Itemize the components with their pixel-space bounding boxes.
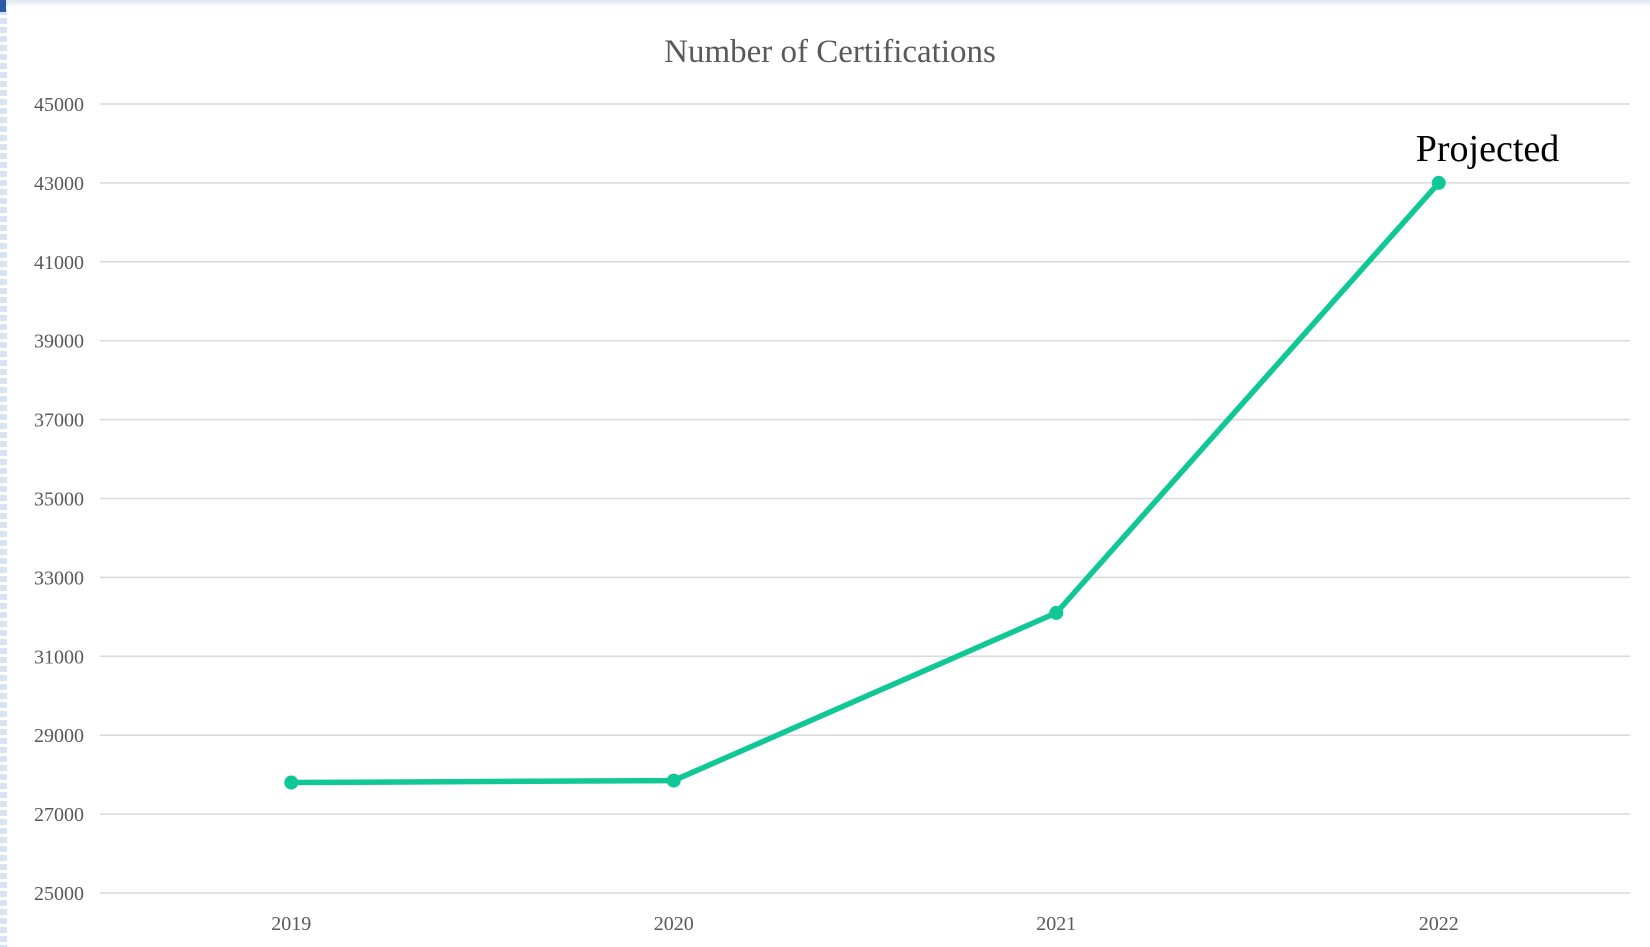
data-point — [1049, 605, 1064, 620]
frame-top-edge — [0, 0, 1650, 7]
x-tick-label: 2020 — [654, 913, 694, 935]
y-tick-label: 41000 — [34, 252, 84, 274]
annotations: Projected — [1416, 128, 1560, 170]
frame-corner-accent — [0, 0, 6, 12]
x-tick-label: 2019 — [271, 913, 311, 935]
chart-title: Number of Certifications — [664, 34, 996, 70]
y-tick-label: 37000 — [34, 410, 84, 432]
y-tick-label: 31000 — [34, 646, 84, 668]
x-axis-ticks: 2019 2020 2021 2022 — [271, 913, 1459, 935]
data-point — [284, 775, 299, 790]
y-tick-label: 27000 — [34, 804, 84, 826]
y-tick-label: 45000 — [34, 94, 84, 116]
y-tick-label: 33000 — [34, 567, 84, 589]
series-line — [288, 180, 1442, 786]
data-point — [666, 773, 681, 788]
y-tick-label: 35000 — [34, 489, 84, 511]
gridlines — [100, 103, 1630, 894]
y-axis-ticks: 25000 27000 29000 31000 33000 35000 37000 39000… — [34, 94, 84, 905]
annotation-label: Projected — [1416, 128, 1560, 170]
y-tick-label: 25000 — [34, 883, 84, 905]
data-point — [1431, 175, 1446, 190]
y-tick-label: 29000 — [34, 725, 84, 747]
series-group — [284, 175, 1446, 790]
y-tick-label: 43000 — [34, 173, 84, 195]
frame-left-edge — [0, 0, 7, 947]
x-tick-label: 2022 — [1419, 913, 1459, 935]
x-tick-label: 2021 — [1036, 913, 1076, 935]
y-tick-label: 39000 — [34, 331, 84, 353]
